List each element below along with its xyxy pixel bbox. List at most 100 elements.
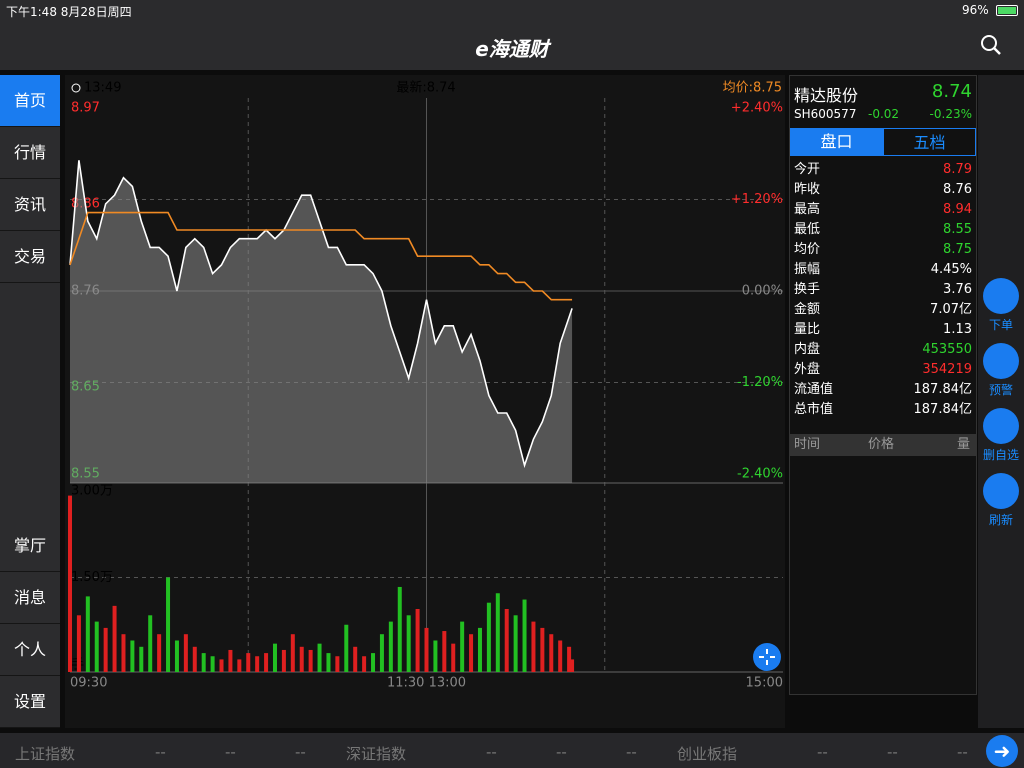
nav-item[interactable]: 行情: [0, 127, 60, 179]
volume-bar: [183, 634, 188, 672]
volume-bar: [442, 631, 447, 672]
nav-item[interactable]: 资讯: [0, 179, 60, 231]
stat-row: 换手 3.76: [794, 280, 972, 300]
volume-bar: [76, 615, 81, 672]
nav-item[interactable]: 首页: [0, 75, 60, 127]
stock-code: SH600577: [794, 107, 857, 121]
index-value: --: [155, 743, 166, 761]
volume-bar: [433, 640, 438, 672]
nav-item[interactable]: 消息: [0, 572, 60, 624]
volume-bar: [148, 615, 153, 672]
volume-bar: [570, 659, 575, 672]
volume-bar: [166, 577, 171, 672]
index-value: --: [887, 743, 898, 761]
volume-bar: [558, 640, 563, 672]
clock-icon: [71, 83, 81, 93]
volume-bar: [567, 646, 572, 672]
quote-panel: 精达股份 8.74 SH600577 -0.02 -0.23% 盘口 五档 今开…: [789, 75, 977, 695]
volume-bar: [139, 646, 144, 672]
stat-row: 金额 7.07亿: [794, 300, 972, 320]
stat-label: 换手: [794, 282, 821, 297]
stat-row: 流通值 187.84亿: [794, 380, 972, 400]
tab-selected[interactable]: 盘口: [790, 128, 883, 156]
y2-tick-label: +1.20%: [731, 192, 783, 207]
logo: e海通财: [475, 37, 549, 61]
volume-bar: [290, 634, 295, 672]
collapse-button[interactable]: [753, 643, 781, 671]
stat-value: 8.75: [943, 242, 972, 257]
stock-name: 精达股份: [794, 86, 859, 105]
x-tick-label: 09:30: [70, 676, 107, 691]
stat-row: 总市值 187.84亿: [794, 400, 972, 420]
action-button[interactable]: 下单: [978, 278, 1024, 333]
volume-bar: [264, 653, 269, 672]
stat-value: 187.84亿: [913, 382, 973, 397]
action-label: 刷新: [988, 513, 1013, 527]
action-button[interactable]: 刷新: [978, 473, 1024, 528]
series-line: [69, 211, 573, 301]
stock-change-pct: -0.23%: [929, 107, 972, 121]
stat-row: 内盘 453550: [794, 340, 972, 360]
stat-value: 7.07亿: [930, 302, 972, 317]
action-icon: [983, 408, 1019, 444]
volume-bar: [192, 646, 197, 672]
action-button[interactable]: 预警: [978, 343, 1024, 398]
volume-bar: [415, 609, 420, 672]
sidebar: 首页 行情 资讯 交易掌厅 消息 个人 设置: [0, 75, 60, 728]
stat-label: 振幅: [794, 262, 821, 277]
action-icon: [983, 278, 1019, 314]
volume-bar: [353, 646, 358, 672]
price-area: [70, 160, 573, 484]
volume-bar: [513, 615, 518, 672]
stat-value: 8.94: [943, 202, 972, 217]
stat-label: 总市值: [794, 402, 834, 417]
volume-bar: [460, 621, 465, 672]
average-price: 均价:8.75: [723, 81, 782, 96]
volume-bar: [397, 586, 402, 672]
stat-label: 外盘: [794, 362, 821, 377]
stat-value: 354219: [922, 362, 972, 377]
nav-item[interactable]: 掌厅: [0, 520, 60, 572]
stat-label: 流通值: [794, 382, 834, 397]
intraday-chart: 13:49 最新:8.74 均价:8.75 09:30 11:30 13:00 15…: [65, 75, 785, 728]
volume-tick-label: 3.00万: [71, 484, 113, 499]
volume-bar: [549, 634, 554, 672]
stat-label: 昨收: [794, 182, 821, 197]
stat-value: 1.13: [943, 322, 972, 337]
volume-bar: [317, 643, 322, 672]
stat-value: 3.76: [943, 282, 972, 297]
nav-item[interactable]: 设置: [0, 676, 60, 728]
volume-bar: [174, 640, 179, 672]
volume-bar: [281, 649, 286, 672]
volume-bar: [246, 653, 251, 672]
volume-bar: [94, 621, 99, 672]
search-button[interactable]: [980, 34, 1002, 56]
index-value: --: [295, 743, 306, 761]
volume-bar: [531, 621, 536, 672]
tab[interactable]: 五档: [883, 128, 976, 156]
next-button[interactable]: ➜: [986, 735, 1018, 767]
stat-label: 量比: [794, 322, 821, 337]
volume-bar: [335, 656, 340, 672]
index-name: 上证指数: [15, 745, 76, 763]
index-value: --: [817, 743, 828, 761]
volume-bar: [85, 596, 90, 672]
y-tick-label: 8.97: [71, 101, 100, 116]
volume-bar: [379, 634, 384, 672]
y2-tick-label: 0.00%: [742, 284, 783, 299]
col-time: 时间: [794, 437, 821, 452]
nav-item[interactable]: 个人: [0, 624, 60, 676]
volume-bar: [157, 634, 162, 672]
index-value: --: [957, 743, 968, 761]
action-button[interactable]: 删自选: [978, 408, 1024, 463]
nav-item[interactable]: 交易: [0, 231, 60, 283]
col-volume: 量: [956, 437, 970, 452]
stat-value: 8.79: [943, 162, 972, 177]
latest-price: 最新:8.74: [396, 80, 455, 96]
volume-bar: [112, 605, 117, 672]
volume-bar: [201, 653, 206, 672]
action-column: 下单 预警 删自选 刷新: [978, 75, 1024, 728]
stat-row: 最低 8.55: [794, 220, 972, 240]
volume-bar: [451, 643, 456, 672]
volume-tick-label: 1.50万: [71, 570, 113, 585]
